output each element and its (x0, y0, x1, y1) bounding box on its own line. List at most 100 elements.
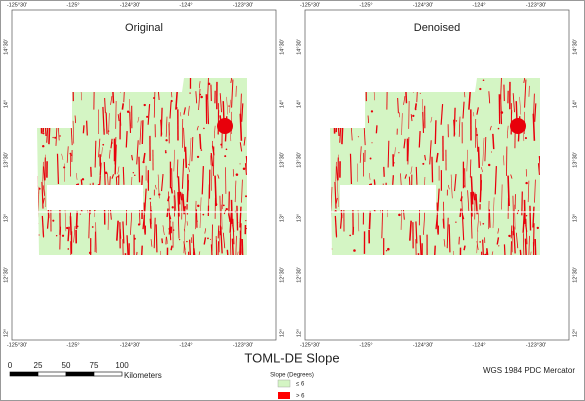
slope-dot (487, 163, 491, 167)
slope-streak (101, 147, 103, 157)
slope-dot (482, 222, 485, 225)
scale-label: 50 (62, 361, 71, 370)
slope-streak (522, 210, 526, 233)
slope-streak (534, 103, 537, 122)
slope-streak (368, 210, 372, 230)
slope-dot (137, 223, 141, 226)
slope-streak (43, 166, 45, 181)
slope-streak (75, 210, 79, 230)
slope-streak (142, 215, 146, 230)
slope-streak (228, 214, 231, 223)
slope-streak (177, 176, 181, 205)
slope-streak (192, 234, 195, 255)
slope-dot (490, 151, 493, 153)
slope-streak (196, 125, 199, 131)
slope-streak (403, 138, 406, 149)
slope-dot (475, 133, 479, 137)
slope-streak (488, 91, 491, 104)
slope-streak (485, 248, 489, 255)
slope-dot (88, 251, 92, 255)
slope-streak (217, 174, 220, 179)
slope-dot (508, 234, 511, 238)
slope-streak (434, 120, 437, 144)
slope-streak (241, 179, 243, 203)
slope-streak (150, 239, 153, 247)
slope-streak (367, 115, 370, 124)
slope-streak (454, 173, 457, 192)
slope-streak (186, 180, 189, 203)
seamount (510, 118, 526, 134)
slope-streak (220, 226, 223, 254)
graticule-label: 13° (279, 214, 285, 222)
slope-streak (429, 140, 432, 165)
slope-dot (164, 150, 167, 152)
graticule-label: 14° (3, 100, 9, 108)
slope-streak (109, 149, 111, 159)
scale-unit: Kilometers (124, 371, 162, 380)
graticule-label: 14° (279, 100, 285, 108)
slope-dot (172, 229, 175, 231)
slope-streak (497, 228, 500, 234)
slope-streak (198, 251, 201, 255)
slope-streak (183, 107, 186, 115)
slope-streak (435, 215, 439, 230)
slope-streak (375, 125, 378, 134)
slope-streak (515, 101, 518, 119)
slope-streak (72, 120, 75, 144)
slope-dot (146, 115, 149, 118)
slope-streak (519, 249, 523, 255)
slope-streak (201, 166, 204, 195)
slope-streak (211, 162, 213, 191)
slope-dot (188, 163, 190, 165)
graticule-label: 12° (279, 329, 285, 337)
graticule-label: -125°30' (7, 342, 27, 348)
slope-dot (370, 110, 374, 113)
graticule-label: 14°30' (296, 39, 302, 55)
slope-streak (73, 225, 76, 243)
slope-dot (76, 225, 79, 228)
slope-streak (522, 233, 525, 255)
slope-streak (174, 190, 177, 211)
slope-streak (234, 180, 237, 203)
slope-dot (349, 234, 352, 237)
slope-streak (195, 200, 197, 230)
slope-streak (175, 89, 179, 110)
slope-dot (132, 172, 134, 174)
slope-streak (187, 251, 190, 255)
graticule-label: 12°30' (296, 267, 302, 283)
slope-dot (143, 103, 146, 107)
slope-streak (415, 221, 418, 244)
slope-streak (482, 239, 485, 255)
slope-streak (481, 167, 483, 173)
slope-streak (86, 120, 88, 136)
graticule-label: -125°30' (7, 2, 27, 8)
slope-dot (186, 240, 188, 243)
slope-dot (484, 253, 487, 255)
graticule-label: 14°30' (3, 39, 9, 55)
slope-streak (336, 177, 339, 208)
graticule-label: -124°30' (413, 2, 433, 8)
slope-streak (237, 251, 239, 255)
slope-streak (42, 185, 45, 196)
slope-streak (222, 101, 225, 119)
graticule-label: 13°30' (279, 152, 285, 168)
slope-streak (381, 209, 384, 239)
slope-streak (162, 225, 165, 236)
slope-dot (52, 136, 54, 139)
slope-dot (149, 197, 152, 200)
slope-streak (117, 114, 120, 122)
slope-dot (463, 185, 465, 187)
slope-streak (513, 226, 516, 254)
slope-streak (74, 115, 77, 124)
slope-dot (482, 79, 485, 82)
slope-streak (199, 197, 202, 229)
slope-dot (398, 152, 400, 154)
slope-dot (497, 127, 500, 130)
slope-streak (494, 166, 497, 195)
graticule-label: -124° (179, 342, 192, 348)
slope-dot (165, 139, 168, 142)
graticule-label: -124°30' (413, 342, 433, 348)
slope-streak (189, 239, 192, 255)
slope-streak (144, 188, 147, 213)
